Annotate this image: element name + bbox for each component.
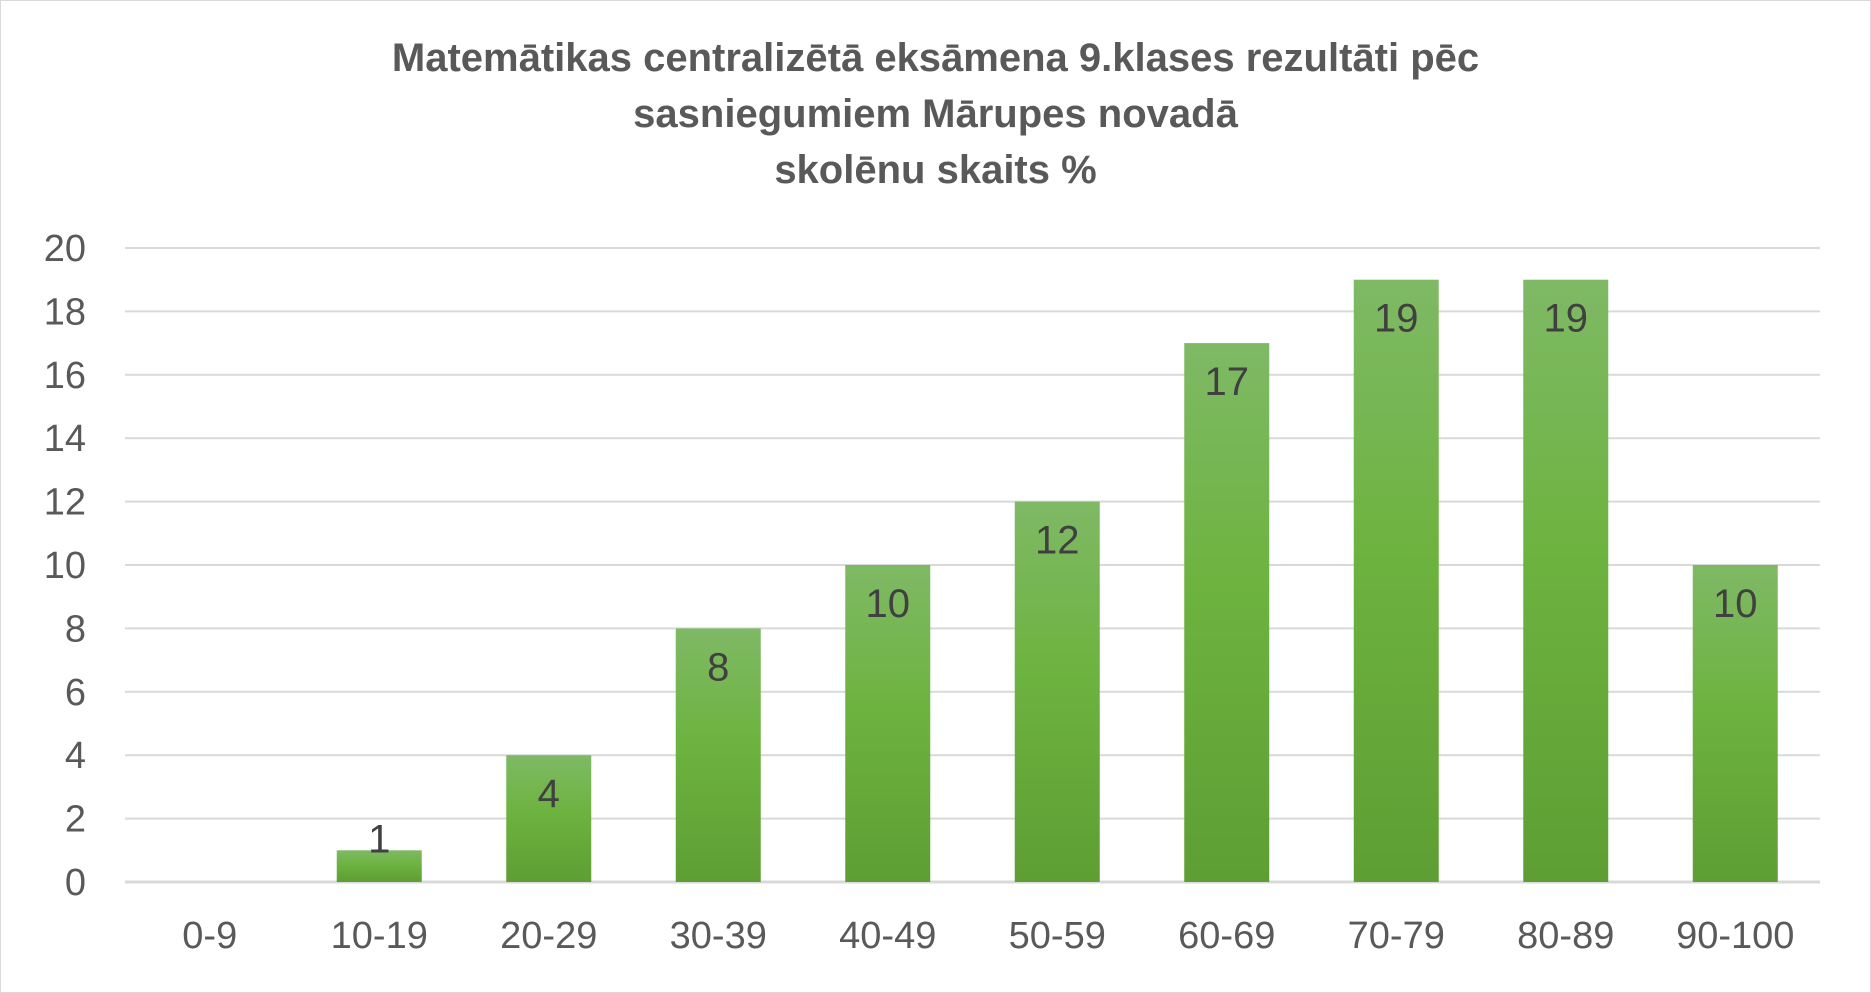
chart-title-line-2: sasniegumiem Mārupes novadā: [633, 92, 1238, 136]
data-label: 19: [1374, 297, 1419, 341]
x-tick-label: 60-69: [1178, 915, 1275, 957]
x-tick-label: 90-100: [1676, 915, 1794, 957]
data-label: 4: [538, 772, 560, 816]
data-label: 10: [1713, 582, 1758, 626]
bar: [1014, 501, 1100, 882]
bar: [1523, 279, 1609, 882]
x-tick-label: 50-59: [1009, 915, 1106, 957]
y-tick-label: 4: [65, 735, 86, 777]
data-label: 19: [1544, 297, 1589, 341]
x-tick-label: 80-89: [1517, 915, 1614, 957]
chart-title: Matemātikas centralizētā eksāmena 9.klas…: [0, 30, 1871, 198]
data-label: 10: [866, 582, 911, 626]
x-tick-label: 70-79: [1348, 915, 1445, 957]
x-tick-label: 10-19: [331, 915, 428, 957]
bar: [675, 628, 761, 882]
y-tick-label: 12: [44, 482, 86, 524]
data-labels: 1 4 8 10 12 17 19 19 10: [368, 297, 1757, 862]
data-label: 12: [1035, 519, 1080, 563]
x-axis: 0-9 10-19 20-29 30-39 40-49 50-59 60-69 70-79 80…: [182, 915, 1794, 957]
bar: [1353, 279, 1439, 882]
y-tick-label: 8: [65, 608, 86, 650]
chart-title-line-3: skolēnu skaits %: [774, 148, 1097, 192]
bar: [1692, 565, 1778, 882]
y-tick-label: 0: [65, 862, 86, 904]
y-tick-label: 20: [44, 228, 86, 270]
y-tick-label: 16: [44, 355, 86, 397]
y-tick-label: 10: [44, 545, 86, 587]
data-label: 8: [707, 645, 729, 689]
bar: [1184, 343, 1270, 883]
bar: [845, 565, 931, 882]
y-tick-label: 2: [65, 799, 86, 841]
x-tick-label: 0-9: [182, 915, 237, 957]
y-axis: 0 2 4 6 8 10 12 14 16 18 20: [44, 228, 86, 904]
chart-title-line-1: Matemātikas centralizētā eksāmena 9.klas…: [391, 36, 1480, 80]
x-tick-label: 40-49: [839, 915, 936, 957]
data-label: 17: [1205, 360, 1250, 404]
y-tick-label: 18: [44, 291, 86, 333]
bar: [336, 850, 422, 882]
y-tick-label: 6: [65, 672, 86, 714]
x-tick-label: 20-29: [500, 915, 597, 957]
bar: [506, 755, 592, 882]
y-tick-label: 14: [44, 418, 86, 460]
data-label: 1: [368, 817, 390, 861]
x-tick-label: 30-39: [670, 915, 767, 957]
bars: [336, 279, 1778, 883]
